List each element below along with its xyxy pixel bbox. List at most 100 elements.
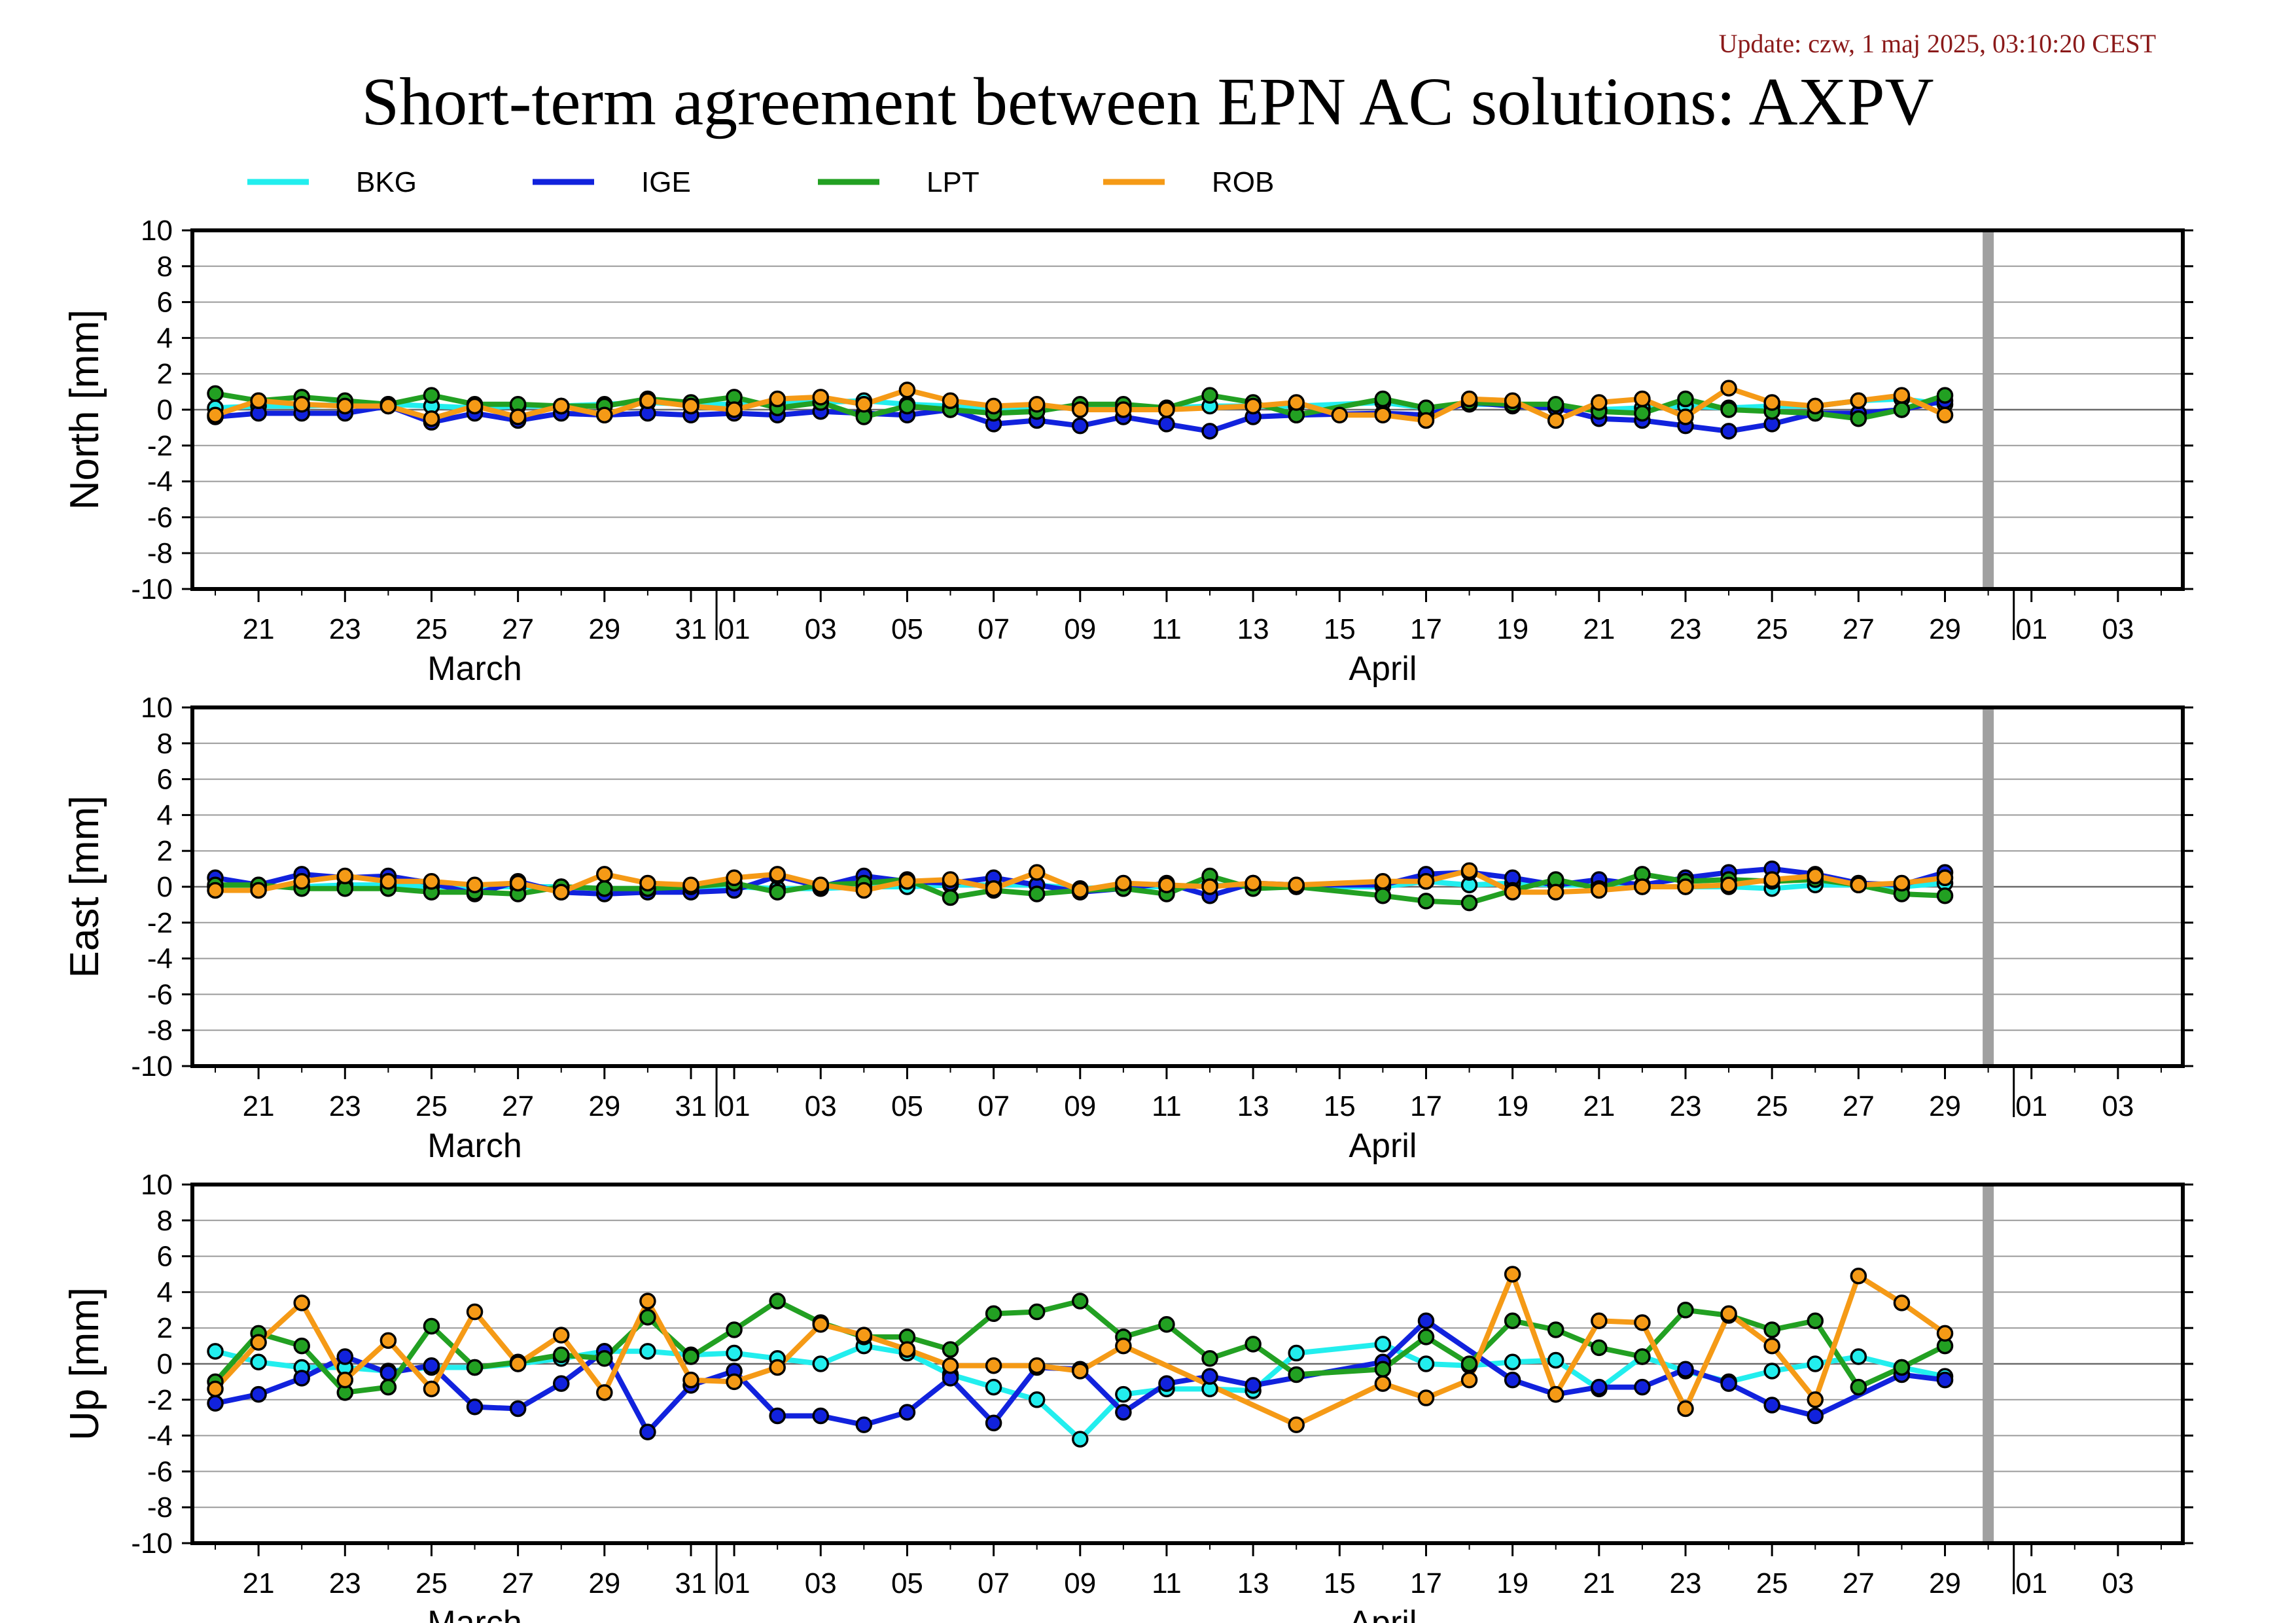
data-point-rob: [1201, 878, 1218, 895]
data-point-lpt: [1374, 390, 1392, 408]
data-point-lpt: [1460, 1355, 1478, 1372]
data-point-rob: [336, 397, 354, 415]
data-point-rob: [1763, 394, 1780, 411]
x-tick-label: 31: [675, 1090, 707, 1122]
data-point-lpt: [1591, 1339, 1608, 1357]
y-tick-label: 0: [157, 871, 173, 903]
x-tick-label: 29: [1929, 1567, 1961, 1599]
data-point-rob: [769, 866, 786, 883]
x-tick-label: 31: [675, 613, 707, 645]
data-point-ige: [1763, 1397, 1780, 1414]
y-tick-label: 4: [157, 1276, 173, 1308]
x-tick-label: 27: [502, 1090, 534, 1122]
data-point-bkg: [1807, 1355, 1824, 1372]
data-point-rob: [1115, 401, 1132, 418]
data-point-ige: [250, 1385, 267, 1403]
y-tick-label: 0: [157, 1348, 173, 1380]
x-tick-label: 29: [1929, 1090, 1961, 1122]
x-tick-label: 25: [1756, 613, 1788, 645]
y-axis-label: Up [mm]: [62, 1287, 107, 1440]
data-point-rob: [1504, 883, 1521, 901]
data-point-lpt: [1893, 1359, 1911, 1376]
data-point-rob: [639, 392, 656, 410]
data-point-rob: [1850, 392, 1867, 410]
x-tick-label: 03: [2102, 613, 2134, 645]
x-tick-label: 21: [1583, 1567, 1615, 1599]
y-tick-label: -10: [131, 1050, 173, 1082]
y-tick-label: -2: [147, 430, 173, 462]
plot-frame: [190, 1183, 2185, 1545]
x-tick-label: 01: [718, 1090, 751, 1122]
data-point-rob: [1634, 390, 1651, 408]
data-point-rob: [509, 1355, 527, 1372]
series-line-ige: [215, 866, 1946, 899]
data-point-ige: [466, 1399, 484, 1416]
data-point-lpt: [1850, 410, 1867, 427]
data-point-rob: [1374, 406, 1392, 423]
series-line-lpt: [215, 871, 1945, 906]
y-tick-label: -2: [147, 907, 173, 939]
data-point-rob: [1591, 882, 1608, 899]
data-point-rob: [1460, 862, 1478, 880]
data-point-bkg: [812, 1355, 829, 1372]
x-tick-label: 17: [1410, 613, 1442, 645]
data-point-rob: [1763, 871, 1780, 888]
data-point-rob: [1245, 397, 1262, 415]
x-tick-label: 27: [502, 1567, 534, 1599]
data-point-lpt: [985, 1305, 1002, 1323]
data-point-rob: [466, 876, 484, 894]
data-point-rob: [1850, 1267, 1867, 1285]
y-axis-label: North [mm]: [62, 310, 107, 510]
data-point-ige: [1158, 1375, 1175, 1392]
data-point-lpt: [1763, 1321, 1780, 1338]
data-point-rob: [423, 1380, 440, 1398]
data-point-rob: [769, 1359, 786, 1376]
x-tick-label: 19: [1496, 1090, 1528, 1122]
data-point-rob: [639, 874, 656, 892]
data-point-bkg: [1504, 1353, 1521, 1371]
x-month-label: March: [427, 1604, 521, 1623]
x-tick-label: 19: [1496, 613, 1528, 645]
x-tick-label: 17: [1410, 1090, 1442, 1122]
data-point-rob: [1417, 1389, 1435, 1406]
data-point-rob: [1720, 1305, 1737, 1323]
data-point-rob: [1028, 396, 1046, 413]
x-tick-label: 31: [675, 1567, 707, 1599]
y-tick-label: -10: [131, 573, 173, 605]
series-line-rob: [214, 385, 1947, 423]
data-point-rob: [942, 392, 959, 410]
data-point-rob: [985, 397, 1002, 415]
x-tick-label: 23: [1670, 1090, 1702, 1122]
y-tick-label: -6: [147, 1455, 173, 1488]
data-point-ige: [1936, 1371, 1954, 1389]
data-point-ige: [423, 1357, 440, 1374]
x-tick-label: 25: [1756, 1567, 1788, 1599]
x-month-label: March: [427, 650, 521, 688]
data-point-ige: [812, 1407, 829, 1425]
y-tick-label: 8: [157, 251, 173, 283]
data-point-rob: [1072, 401, 1089, 418]
data-point-rob: [1936, 869, 1954, 887]
data-point-lpt: [207, 385, 224, 402]
data-point-rob: [1591, 394, 1608, 411]
data-point-rob: [1547, 412, 1564, 429]
data-point-rob: [1807, 1391, 1824, 1408]
data-point-rob: [1288, 1416, 1305, 1433]
data-point-lpt: [769, 1293, 786, 1310]
x-tick-label: 09: [1064, 1567, 1096, 1599]
data-point-lpt: [1201, 1350, 1218, 1367]
x-tick-label: 23: [329, 1567, 361, 1599]
data-point-rob: [1417, 412, 1435, 429]
data-point-rob: [985, 1357, 1002, 1374]
series-line-ige: [215, 398, 1946, 434]
data-point-lpt: [1072, 1293, 1089, 1310]
data-point-lpt: [1720, 401, 1737, 418]
data-point-lpt: [1807, 1312, 1824, 1329]
data-point-bkg: [207, 1343, 224, 1360]
legend-label-rob: ROB: [1212, 166, 1274, 198]
data-point-rob: [207, 406, 224, 423]
y-tick-label: 2: [157, 1312, 173, 1344]
data-point-bkg: [1374, 1336, 1392, 1353]
